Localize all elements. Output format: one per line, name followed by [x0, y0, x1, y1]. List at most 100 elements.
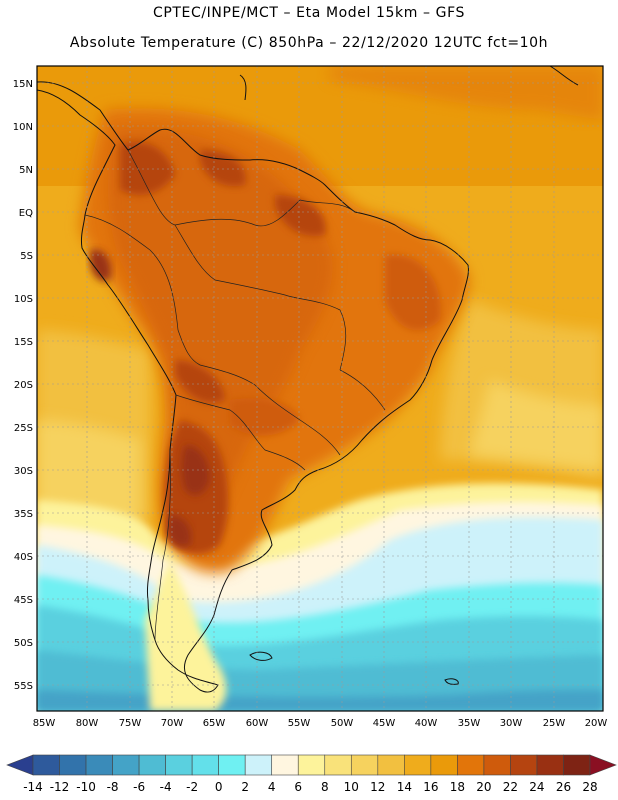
- map-frame: [36, 65, 604, 712]
- lon-label: 40W: [415, 718, 438, 729]
- border-colombia-venezuela: [127, 149, 301, 227]
- lon-label: 80W: [76, 718, 99, 729]
- colorbar-labels: -14 -12 -10 -8 -6 -4 -2 0 2 4 6 8 10 12 14 16 18 20 22 24 26…: [23, 780, 597, 794]
- lat-label: 10N: [13, 122, 33, 133]
- longitude-axis: 85W 80W 75W 70W 65W 60W 55W 50W 45W 40W …: [33, 718, 608, 729]
- colorbar-label: 16: [423, 780, 438, 794]
- south-america-coast: [37, 81, 469, 693]
- colorbar-label: 10: [344, 780, 359, 794]
- gridlines: [37, 66, 603, 711]
- colorbar-swatch: [297, 754, 326, 776]
- colorbar-swatch: [59, 754, 87, 776]
- colorbar-swatch: [430, 754, 458, 776]
- colorbar-label: -4: [160, 780, 172, 794]
- lon-label: 45W: [373, 718, 396, 729]
- lat-label: 20S: [14, 380, 33, 391]
- lat-label: 45S: [14, 595, 33, 606]
- colorbar-label: 8: [321, 780, 329, 794]
- colorbar-overflow-arrow: [589, 754, 617, 776]
- border-chile-argentina: [154, 449, 171, 641]
- lon-label: 20W: [585, 718, 608, 729]
- lon-label: 70W: [161, 718, 184, 729]
- caribbean-islands: [239, 74, 247, 101]
- colorbar-label: -6: [133, 780, 145, 794]
- field-24-26-venezuela: [200, 150, 246, 187]
- lat-label: 35S: [14, 509, 33, 520]
- colorbar-label: 12: [370, 780, 385, 794]
- field-26-28-argentina-south: [167, 515, 192, 547]
- border-argentina-north: [175, 394, 306, 471]
- colorbar-label: 18: [450, 780, 465, 794]
- colorbar-label: 6: [294, 780, 302, 794]
- colorbar-swatch: [32, 754, 60, 776]
- lat-label: 55S: [14, 681, 33, 692]
- border-brazil-south: [339, 369, 386, 411]
- lon-label: 85W: [33, 718, 56, 729]
- colorbar-swatch: [563, 754, 591, 776]
- colorbar-label: -10: [76, 780, 96, 794]
- lon-label: 35W: [458, 718, 481, 729]
- lat-label: 5S: [20, 251, 33, 262]
- colorbar-swatch: [483, 754, 511, 776]
- lat-label: 30S: [14, 466, 33, 477]
- field-24-26-colombia: [120, 141, 175, 195]
- colorbar-label: -14: [23, 780, 43, 794]
- lat-label: 15N: [13, 79, 33, 90]
- colorbar-swatch: [271, 754, 299, 776]
- lat-label: 50S: [14, 638, 33, 649]
- colorbar-label: 14: [397, 780, 412, 794]
- coastlines: [37, 66, 579, 693]
- lon-label: 50W: [331, 718, 354, 729]
- colorbar-label: 20: [476, 780, 491, 794]
- border-peru: [84, 214, 201, 366]
- colorbar-swatch: [377, 754, 405, 776]
- field-22-24-interior: [108, 128, 333, 535]
- latitude-axis: 15N 10N 5N EQ 5S 10S 15S 20S 25S 30S 35S…: [13, 79, 33, 692]
- border-bolivia-paraguay: [199, 364, 341, 456]
- lat-label: EQ: [19, 208, 33, 219]
- field-26-28-argentina-north: [181, 445, 210, 496]
- colorbar-label: 22: [503, 780, 518, 794]
- field-patagonia-cool: [145, 560, 227, 711]
- colorbar-swatch: [165, 754, 193, 776]
- lon-label: 25W: [543, 718, 566, 729]
- lon-label: 65W: [203, 718, 226, 729]
- lat-label: 25S: [14, 423, 33, 434]
- falkland-islands: [249, 651, 273, 661]
- colorbar-label: 24: [529, 780, 544, 794]
- colorbar-swatches: [6, 754, 617, 776]
- chart-title-line-2: Absolute Temperature (C) 850hPa – 22/12/…: [69, 35, 549, 51]
- colorbar-label: 2: [241, 780, 249, 794]
- colorbar-label: 4: [268, 780, 276, 794]
- colorbar-swatch: [457, 754, 485, 776]
- field-24-26-bolivia: [175, 360, 225, 404]
- lon-label: 75W: [119, 718, 142, 729]
- colorbar-label: 28: [582, 780, 597, 794]
- lat-label: 5N: [19, 165, 33, 176]
- country-borders: [84, 149, 386, 641]
- border-guianas: [299, 199, 356, 213]
- chart-title-line-1: CPTEC/INPE/MCT – Eta Model 15km – GFS: [152, 5, 466, 21]
- colorbar-swatch: [324, 754, 352, 776]
- colorbar-swatch: [350, 754, 379, 776]
- lat-label: 10S: [14, 294, 33, 305]
- lat-label: 40S: [14, 552, 33, 563]
- colorbar-swatch: [112, 754, 140, 776]
- colorbar-swatch: [244, 754, 273, 776]
- caribbean-coast: [549, 66, 579, 86]
- colorbar-label: -2: [186, 780, 198, 794]
- south-georgia: [444, 678, 459, 685]
- colorbar-underflow-arrow: [6, 754, 34, 776]
- colorbar-label: 26: [556, 780, 571, 794]
- colorbar-swatch: [536, 754, 564, 776]
- border-brazil-west: [174, 224, 347, 371]
- lon-label: 60W: [246, 718, 269, 729]
- lon-label: 30W: [500, 718, 523, 729]
- field-warm-north-atlantic: [330, 66, 603, 120]
- colorbar-swatch: [85, 754, 113, 776]
- colorbar-swatch: [404, 754, 432, 776]
- colorbar-label: -12: [50, 780, 70, 794]
- field-12-14-atlantic: [470, 380, 603, 470]
